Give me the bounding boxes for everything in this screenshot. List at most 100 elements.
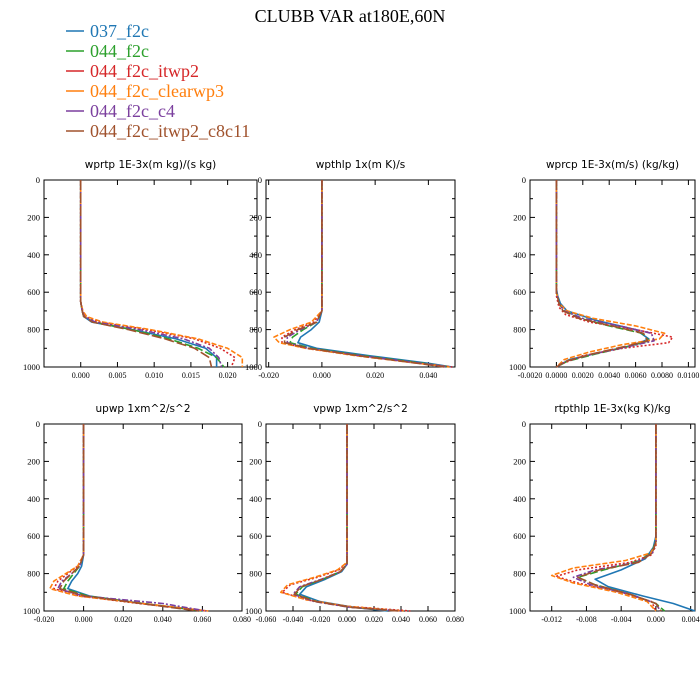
series-line-3-2 bbox=[53, 424, 207, 612]
series-line-3-4 bbox=[57, 424, 207, 612]
series-line-3-5 bbox=[59, 424, 199, 612]
chart-panel-2: wprcp 1E-3x(m/s) (kg/kg) 0 200 400 600 800 100… bbox=[509, 159, 699, 380]
xtick-label-2-0: -0.0020 bbox=[518, 371, 543, 380]
series-line-1-4 bbox=[286, 180, 448, 368]
xtick-label-4-1: -0.040 bbox=[283, 615, 304, 624]
xtick-label-4-0: -0.060 bbox=[256, 615, 277, 624]
xtick-label-0-3: 0.015 bbox=[182, 371, 200, 380]
legend-label-0: 037_f2c bbox=[90, 21, 149, 41]
series-line-5-4 bbox=[572, 424, 661, 612]
xtick-label-2-5: 0.0080 bbox=[651, 371, 673, 380]
series-line-4-3 bbox=[280, 424, 404, 612]
ytick-label-5-3: 600 bbox=[513, 531, 526, 541]
legend-label-3: 044_f2c_clearwp3 bbox=[90, 81, 224, 101]
series-line-0-5 bbox=[79, 180, 213, 368]
xtick-label-0-1: 0.005 bbox=[108, 371, 126, 380]
panel-title-1: wpthlp 1x(m K)/s bbox=[316, 159, 406, 171]
panel-title-2: wprcp 1E-3x(m/s) (kg/kg) bbox=[546, 159, 679, 171]
panel-frame-3 bbox=[43, 423, 243, 612]
ytick-label-2-1: 200 bbox=[513, 212, 526, 222]
series-line-5-3 bbox=[550, 424, 657, 612]
xtick-label-5-3: 0.000 bbox=[647, 615, 665, 624]
ytick-label-1-3: 600 bbox=[249, 287, 262, 297]
series-line-5-0 bbox=[594, 424, 696, 612]
legend-label-2: 044_f2c_itwp2 bbox=[90, 61, 199, 81]
chart-panel-5: rtpthlp 1E-3x(kg K)/kg 0 200 400 600 800 1000 -… bbox=[509, 403, 700, 624]
xtick-label-3-4: 0.060 bbox=[193, 615, 211, 624]
series-line-4-5 bbox=[293, 424, 399, 612]
xtick-label-0-2: 0.010 bbox=[145, 371, 163, 380]
legend: 037_f2c044_f2c044_f2c_itwp2044_f2c_clear… bbox=[66, 21, 250, 141]
xtick-label-5-2: -0.004 bbox=[611, 615, 632, 624]
ytick-label-1-0: 0 bbox=[258, 175, 262, 185]
series-line-0-3 bbox=[79, 180, 244, 367]
xtick-label-2-6: 0.0100 bbox=[677, 371, 699, 380]
ytick-label-3-5: 1000 bbox=[23, 606, 40, 616]
xtick-label-5-1: -0.008 bbox=[576, 615, 597, 624]
series-line-1-2 bbox=[281, 180, 453, 368]
ytick-label-3-2: 400 bbox=[27, 494, 40, 504]
panel-frame-2 bbox=[529, 179, 696, 368]
chart-panel-3: upwp 1xm^2/s^2 0 200 400 600 800 1000-0.020 0.0… bbox=[23, 403, 251, 624]
legend-label-5: 044_f2c_itwp2_c8c11 bbox=[90, 121, 250, 141]
xtick-label-2-1: 0.0000 bbox=[545, 371, 567, 380]
series-line-2-0 bbox=[555, 180, 650, 368]
xtick-label-4-7: 0.080 bbox=[446, 615, 464, 624]
ytick-label-0-5: 1000 bbox=[23, 362, 40, 372]
ytick-label-5-2: 400 bbox=[513, 494, 526, 504]
panel-title-5: rtpthlp 1E-3x(kg K)/kg bbox=[554, 403, 670, 415]
chart-panel-4: vpwp 1xm^2/s^2 0 200 400 600 800 1000-0.060 -0.… bbox=[245, 403, 464, 624]
ytick-label-4-1: 200 bbox=[249, 456, 262, 466]
ytick-label-4-5: 1000 bbox=[245, 606, 262, 616]
ytick-label-0-1: 200 bbox=[27, 212, 40, 222]
ytick-label-1-1: 200 bbox=[249, 212, 262, 222]
xtick-label-4-5: 0.040 bbox=[392, 615, 410, 624]
series-line-5-5 bbox=[577, 424, 662, 612]
xtick-label-4-6: 0.060 bbox=[419, 615, 437, 624]
ytick-label-5-5: 1000 bbox=[509, 606, 526, 616]
series-line-1-5 bbox=[283, 180, 445, 368]
panel-frame-4 bbox=[265, 423, 456, 612]
xtick-label-2-4: 0.0060 bbox=[625, 371, 647, 380]
ytick-label-2-0: 0 bbox=[522, 175, 526, 185]
xtick-label-2-2: 0.0020 bbox=[572, 371, 594, 380]
xtick-label-2-3: 0.0040 bbox=[598, 371, 620, 380]
ytick-label-5-1: 200 bbox=[513, 456, 526, 466]
legend-label-4: 044_f2c_c4 bbox=[90, 101, 175, 121]
series-line-2-5 bbox=[555, 180, 649, 368]
xtick-label-3-1: 0.000 bbox=[75, 615, 93, 624]
ytick-label-4-3: 600 bbox=[249, 531, 262, 541]
series-line-3-0 bbox=[67, 424, 207, 612]
ytick-label-1-2: 400 bbox=[249, 250, 262, 260]
ytick-label-3-0: 0 bbox=[36, 419, 40, 429]
series-line-0-4 bbox=[79, 180, 223, 368]
xtick-label-5-0: -0.012 bbox=[541, 615, 562, 624]
figure-title: CLUBB VAR at180E,60N bbox=[255, 6, 446, 26]
xtick-label-4-4: 0.020 bbox=[365, 615, 383, 624]
xtick-label-1-2: 0.020 bbox=[366, 371, 384, 380]
ytick-label-3-1: 200 bbox=[27, 456, 40, 466]
series-line-2-4 bbox=[555, 180, 655, 368]
xtick-label-4-2: -0.020 bbox=[310, 615, 331, 624]
series-line-1-0 bbox=[297, 180, 453, 368]
xtick-label-4-3: 0.000 bbox=[338, 615, 356, 624]
xtick-label-1-0: -0.020 bbox=[258, 371, 279, 380]
ytick-label-5-0: 0 bbox=[522, 419, 526, 429]
ytick-label-0-0: 0 bbox=[36, 175, 40, 185]
panel-frame-5 bbox=[529, 423, 696, 612]
ytick-label-5-4: 800 bbox=[513, 569, 526, 579]
xtick-label-3-5: 0.080 bbox=[233, 615, 251, 624]
xtick-label-1-1: 0.000 bbox=[313, 371, 331, 380]
series-line-0-1 bbox=[79, 180, 225, 368]
xtick-label-3-0: -0.020 bbox=[34, 615, 55, 624]
ytick-label-3-3: 600 bbox=[27, 531, 40, 541]
series-line-3-1 bbox=[63, 424, 203, 612]
ytick-label-4-0: 0 bbox=[258, 419, 262, 429]
panel-title-4: vpwp 1xm^2/s^2 bbox=[313, 403, 408, 415]
series-line-3-3 bbox=[49, 424, 209, 612]
ytick-label-4-2: 400 bbox=[249, 494, 262, 504]
series-line-2-1 bbox=[555, 180, 650, 368]
panel-grid: wprtp 1E-3x(m kg)/(s kg) 0 200 400 600 800 100… bbox=[23, 159, 700, 624]
panel-frame-1 bbox=[265, 179, 456, 368]
